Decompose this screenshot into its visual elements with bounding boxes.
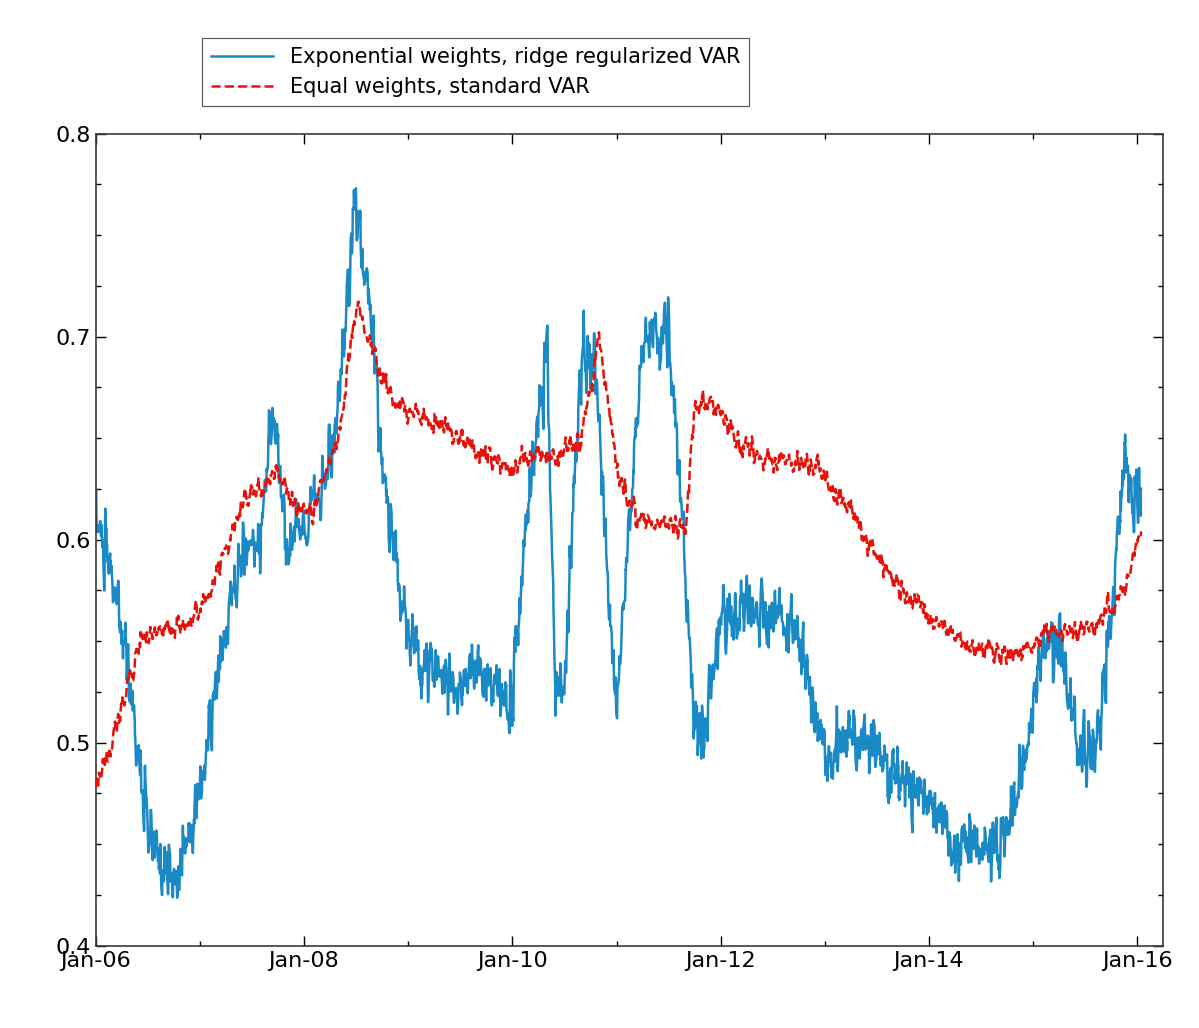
- Legend: Exponential weights, ridge regularized VAR, Equal weights, standard VAR: Exponential weights, ridge regularized V…: [203, 38, 748, 106]
- Line: Equal weights, standard VAR: Equal weights, standard VAR: [96, 301, 1141, 786]
- Line: Exponential weights, ridge regularized VAR: Exponential weights, ridge regularized V…: [96, 188, 1141, 897]
